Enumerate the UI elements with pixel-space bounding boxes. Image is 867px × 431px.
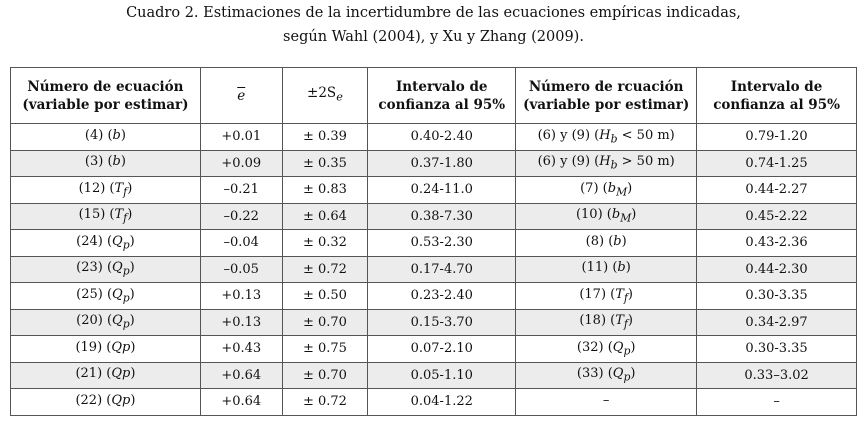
cell-two-std-error: ± 0.72 [281,388,369,416]
cell-two-std-error: ± 0.83 [281,176,369,204]
cell-mean-error: +0.13 [199,282,283,310]
cell-two-std-error: ± 0.64 [281,202,369,230]
cell-two-std-error: ± 0.75 [281,335,369,363]
header-two-std-error: ±2Se [281,67,369,124]
header-equation-number: Número de ecuación (variable por estimar… [10,67,201,124]
cell-mean-error: +0.09 [199,149,283,177]
header-mean-error: e [199,67,283,124]
table-row: (24) (Qp) –0.04 ± 0.32 0.53-2.30 (8) (b) 0.43… [10,229,857,257]
cell-equation-2: (6) y (9) (Hb > 50 m) [515,149,698,177]
table-row: (3) (b) +0.09 ± 0.35 0.37-1.80 (6) y (9) (Hb… [10,149,857,177]
header-confidence-interval: Intervalo de confianza al 95% [367,67,517,124]
cell-equation-2: (33) (Qp) [515,361,698,389]
cell-mean-error: +0.64 [199,388,283,416]
cell-confidence-interval: 0.17-4.70 [367,255,517,283]
uncertainty-table: Número de ecuación (variable por estimar… [10,67,857,416]
cell-equation: (21) (Qp) [10,361,201,389]
table-row: (21) (Qp) +0.64 ± 0.70 0.05-1.10 (33) (Qp) 0.… [10,361,857,389]
cell-equation: (20) (Qp) [10,308,201,336]
table-row: (19) (Qp) +0.43 ± 0.75 0.07-2.10 (32) (Qp) 0.… [10,335,857,363]
table-row: (12) (Tf) –0.21 ± 0.83 0.24-11.0 (7) (bM) 0.4… [10,176,857,204]
cell-equation-2: (6) y (9) (Hb < 50 m) [515,123,698,151]
cell-equation: (19) (Qp) [10,335,201,363]
cell-confidence-interval-2: 0.79-1.20 [696,123,857,151]
caption-line-1: Cuadro 2. Estimaciones de la incertidumb… [126,5,741,21]
cell-equation-2: (11) (b) [515,255,698,283]
table-header-row: Número de ecuación (variable por estimar… [10,67,857,124]
cell-mean-error: –0.04 [199,229,283,257]
cell-mean-error: +0.13 [199,308,283,336]
table-row: (23) (Qp) –0.05 ± 0.72 0.17-4.70 (11) (b) 0.4… [10,255,857,283]
table-row: (4) (b) +0.01 ± 0.39 0.40-2.40 (6) y (9) (Hb… [10,123,857,151]
cell-mean-error: +0.43 [199,335,283,363]
cell-equation-2: (17) (Tf) [515,282,698,310]
cell-mean-error: +0.64 [199,361,283,389]
cell-mean-error: –0.05 [199,255,283,283]
cell-mean-error: +0.01 [199,123,283,151]
header-equation-number-2: Número de rcuación (variable por estimar… [515,67,698,124]
cell-confidence-interval: 0.37-1.80 [367,149,517,177]
cell-two-std-error: ± 0.39 [281,123,369,151]
cell-two-std-error: ± 0.72 [281,255,369,283]
cell-confidence-interval-2: – [696,388,857,416]
table-row: (20) (Qp) +0.13 ± 0.70 0.15-3.70 (18) (Tf) 0.… [10,308,857,336]
cell-confidence-interval-2: 0.44-2.27 [696,176,857,204]
cell-confidence-interval-2: 0.74-1.25 [696,149,857,177]
caption-line-2: según Wahl (2004), y Xu y Zhang (2009). [283,29,584,45]
cell-equation: (23) (Qp) [10,255,201,283]
table-caption: Cuadro 2. Estimaciones de la incertidumb… [0,0,867,49]
cell-confidence-interval: 0.05-1.10 [367,361,517,389]
table-row: (22) (Qp) +0.64 ± 0.72 0.04-1.22– – [10,388,857,416]
table-row: (15) (Tf) –0.22 ± 0.64 0.38-7.30 (10) (bM) 0.… [10,202,857,230]
cell-equation: (4) (b) [10,123,201,151]
cell-confidence-interval-2: 0.34-2.97 [696,308,857,336]
cell-equation-2: (8) (b) [515,229,698,257]
cell-two-std-error: ± 0.70 [281,361,369,389]
cell-equation: (12) (Tf) [10,176,201,204]
table-row: (25) (Qp) +0.13 ± 0.50 0.23-2.40 (17) (Tf) 0.… [10,282,857,310]
cell-two-std-error: ± 0.35 [281,149,369,177]
cell-confidence-interval: 0.24-11.0 [367,176,517,204]
cell-equation: (25) (Qp) [10,282,201,310]
cell-confidence-interval: 0.40-2.40 [367,123,517,151]
cell-confidence-interval-2: 0.43-2.36 [696,229,857,257]
cell-equation: (24) (Qp) [10,229,201,257]
cell-confidence-interval-2: 0.44-2.30 [696,255,857,283]
cell-equation: (3) (b) [10,149,201,177]
cell-confidence-interval-2: 0.30-3.35 [696,335,857,363]
cell-two-std-error: ± 0.50 [281,282,369,310]
cell-confidence-interval: 0.07-2.10 [367,335,517,363]
cell-confidence-interval-2: 0.33–3.02 [696,361,857,389]
cell-equation-2: (32) (Qp) [515,335,698,363]
cell-equation: (15) (Tf) [10,202,201,230]
cell-confidence-interval: 0.53-2.30 [367,229,517,257]
cell-mean-error: –0.21 [199,176,283,204]
cell-confidence-interval-2: 0.30-3.35 [696,282,857,310]
cell-equation-2: (18) (Tf) [515,308,698,336]
cell-equation-2: (7) (bM) [515,176,698,204]
cell-equation-2: – [515,388,698,416]
cell-confidence-interval: 0.15-3.70 [367,308,517,336]
cell-equation-2: (10) (bM) [515,202,698,230]
cell-confidence-interval: 0.04-1.22 [367,388,517,416]
cell-confidence-interval: 0.23-2.40 [367,282,517,310]
cell-confidence-interval-2: 0.45-2.22 [696,202,857,230]
cell-two-std-error: ± 0.70 [281,308,369,336]
cell-confidence-interval: 0.38-7.30 [367,202,517,230]
cell-equation: (22) (Qp) [10,388,201,416]
cell-two-std-error: ± 0.32 [281,229,369,257]
header-confidence-interval-2: Intervalo de confianza al 95% [696,67,857,124]
cell-mean-error: –0.22 [199,202,283,230]
